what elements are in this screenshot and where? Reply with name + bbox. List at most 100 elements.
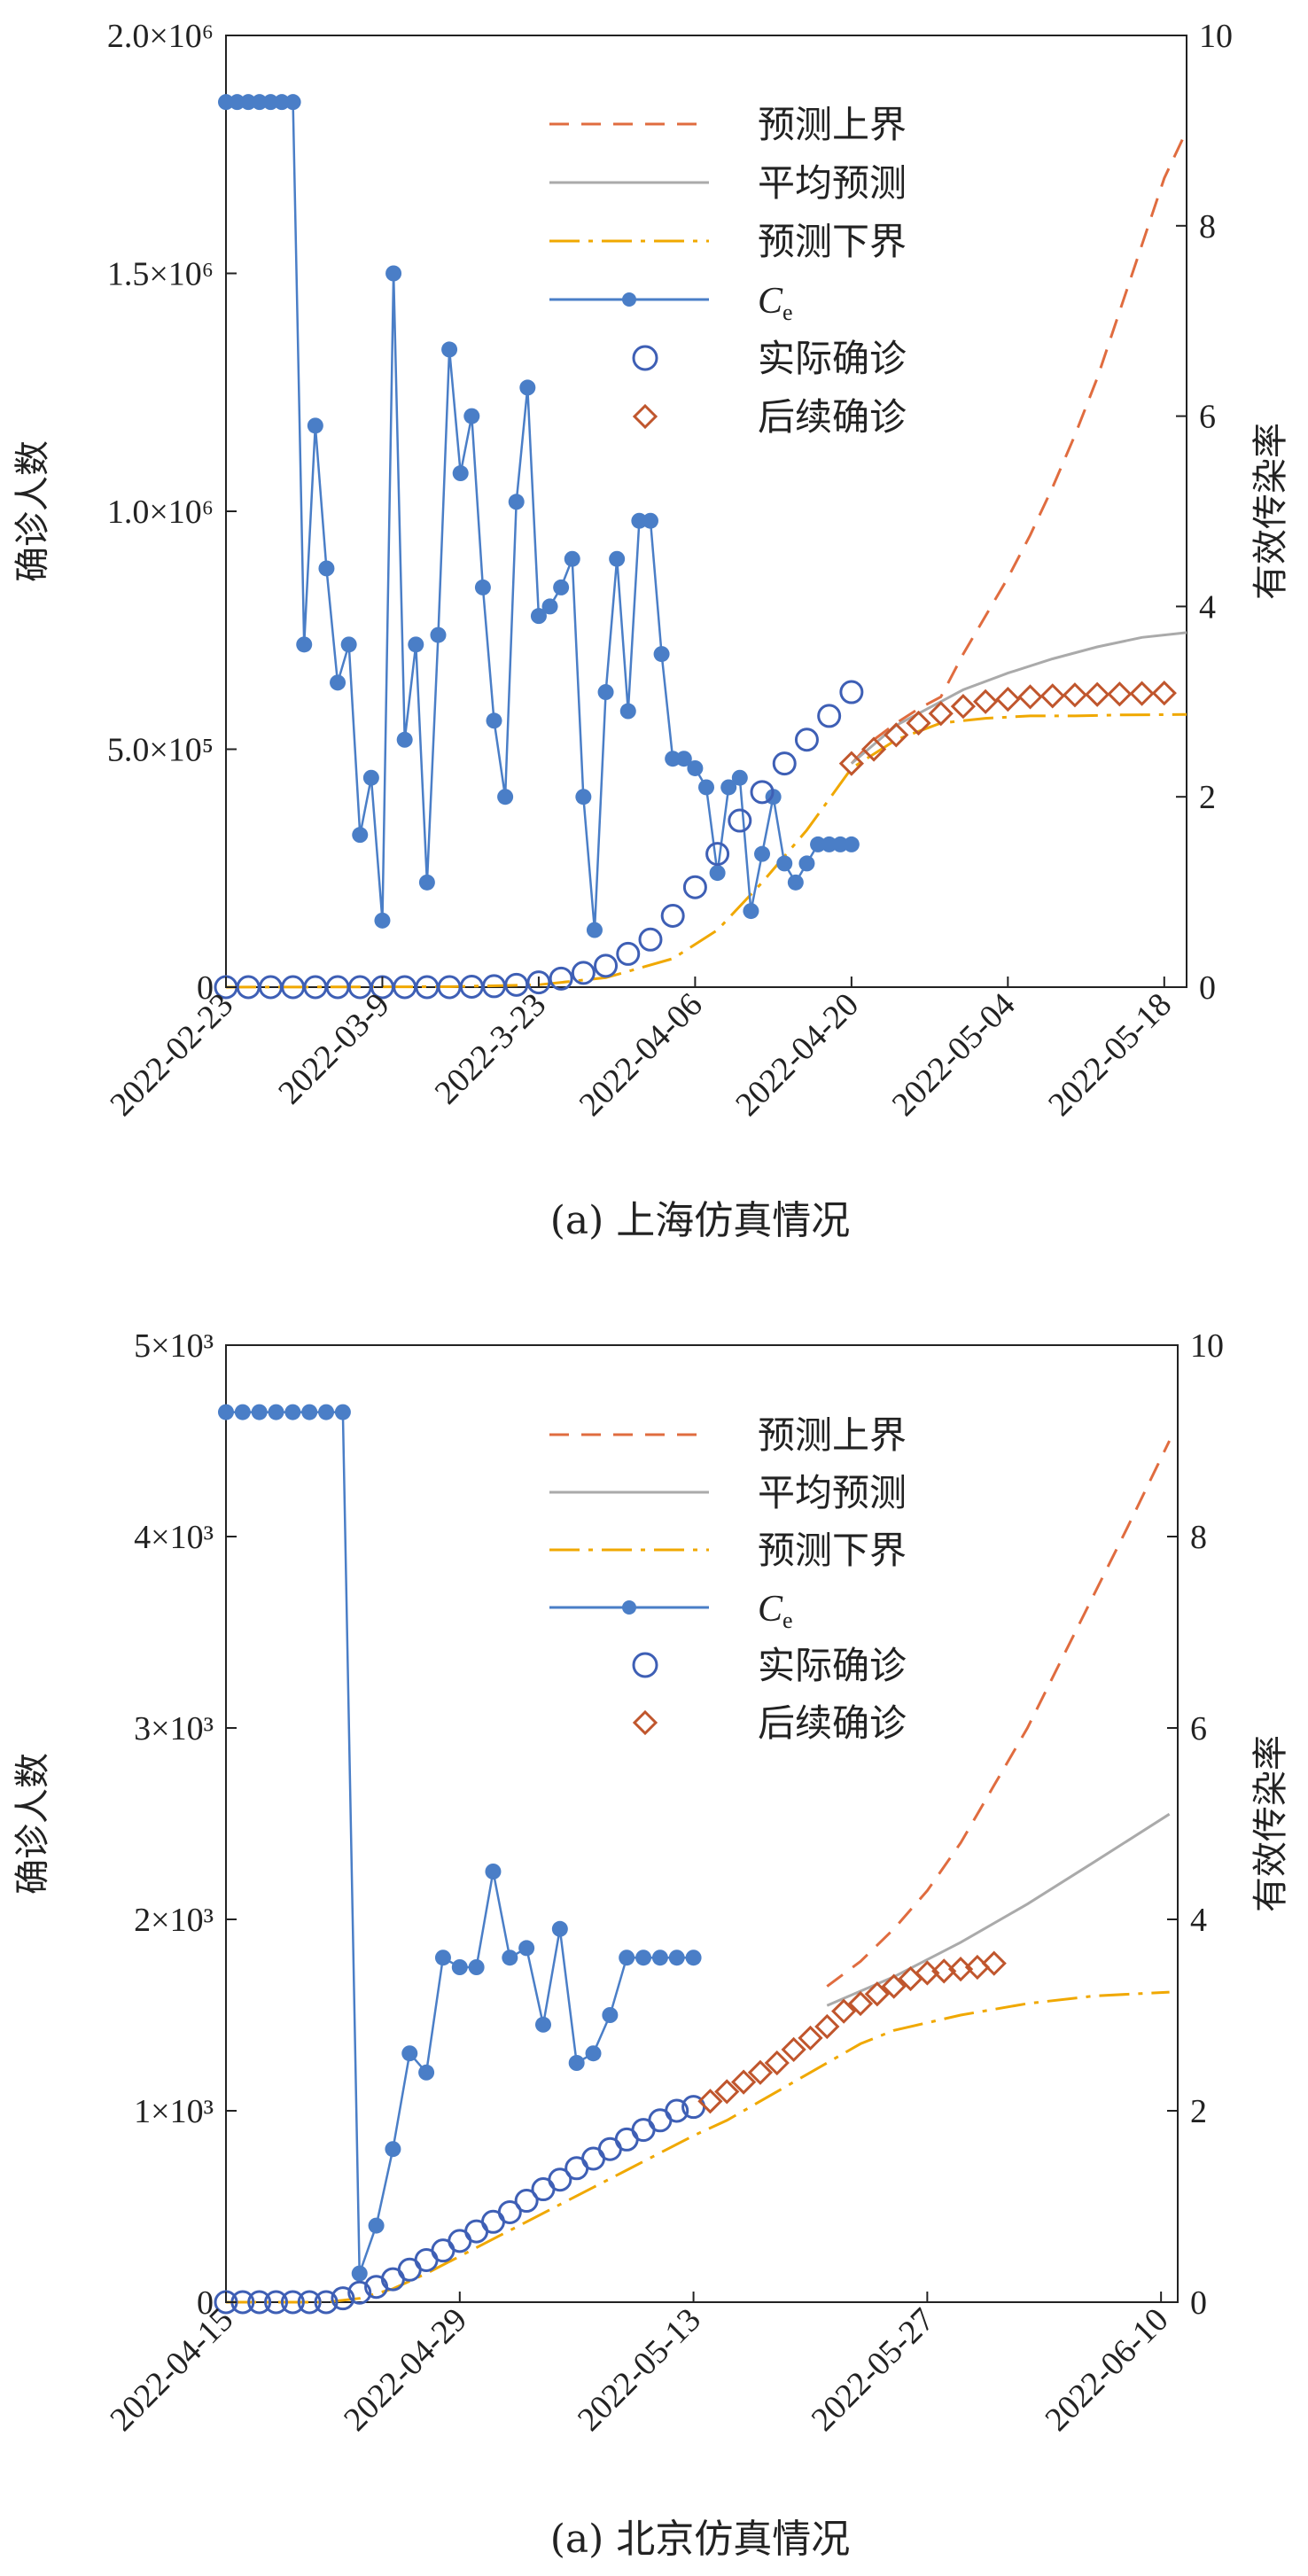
plot-frame	[225, 1344, 1179, 2303]
ce-point	[318, 560, 335, 577]
followup-confirmed-point	[1107, 681, 1133, 707]
legend: 预测上界 平均预测 预测下界 Ce 实际确诊 后续确诊	[549, 103, 907, 439]
ce-point	[351, 2265, 368, 2282]
followup-confirmed-point	[972, 689, 999, 714]
followup-confirmed-point	[1085, 681, 1110, 707]
series-ce-line	[226, 1411, 694, 2275]
y-axis-left-title: 确诊人数	[12, 440, 53, 582]
ce-point	[810, 836, 827, 852]
ce-point	[274, 94, 291, 111]
legend-ce-marker	[622, 292, 636, 307]
y-right-tick-label: 4	[1190, 1902, 1207, 1939]
ce-point	[743, 903, 759, 920]
ce-point	[251, 94, 268, 111]
ce-point	[508, 494, 525, 510]
ce-point	[296, 636, 313, 653]
ce-point	[497, 789, 514, 805]
ce-point	[218, 1404, 234, 1420]
legend-actual-label: 实际确诊	[758, 1644, 907, 1687]
ce-point	[798, 855, 815, 872]
ce-point	[463, 408, 480, 424]
actual-confirmed-point	[594, 953, 619, 978]
ce-point	[519, 379, 536, 396]
followup-confirmed-point	[950, 694, 977, 720]
y-right-tick-label: 10	[1190, 1327, 1224, 1365]
series-lower-bound-line	[226, 1990, 1170, 2304]
actual-confirmed-point	[728, 808, 752, 833]
chart-shanghai: 0 5.0×10⁵ 1.0×10⁶ 1.5×10⁶ 2.0×10⁶ 0 2 4 6 8 10 2022…	[12, 18, 1291, 1243]
y-left-tick-label: 3×10³	[134, 1710, 214, 1747]
ce-point	[396, 731, 413, 748]
ce-point	[541, 598, 558, 615]
y-left-tick-label: 0	[197, 2284, 214, 2322]
y-left-tick-label: 0	[197, 969, 214, 1007]
x-tick-label: 2022-04-15	[103, 2301, 240, 2439]
followup-confirmed-point	[928, 701, 954, 727]
x-tick-label: 2022-06-10	[1038, 2301, 1175, 2439]
y-left-tick-label: 4×10³	[134, 1519, 214, 1556]
legend-ce-marker	[622, 1600, 636, 1615]
ce-point	[418, 2064, 435, 2081]
y-right-tick-label: 2	[1199, 779, 1216, 816]
followup-confirmed-point	[881, 1973, 907, 1999]
y-left-tick-label: 2×10³	[134, 1902, 214, 1939]
series-upper-bound-line	[826, 1440, 1171, 1988]
followup-confirmed-point	[1039, 683, 1065, 709]
ce-point	[385, 265, 402, 282]
ce-point	[268, 1404, 284, 1420]
ce-point	[240, 94, 257, 111]
y-left-tick-label: 5×10³	[134, 1327, 214, 1365]
ce-point	[635, 1950, 652, 1966]
ce-point	[832, 836, 849, 852]
followup-confirmed-point	[906, 710, 931, 736]
ce-point	[642, 512, 658, 529]
y-right-tick-label: 0	[1199, 969, 1216, 1007]
x-tick-label: 2022-02-23	[103, 986, 240, 1124]
legend-upper-label: 预测上界	[758, 103, 907, 146]
ce-point	[651, 1950, 668, 1966]
followup-confirmed-point	[697, 2089, 723, 2114]
chart-caption: (a) 上海仿真情况	[550, 1198, 851, 1243]
ce-point	[602, 2007, 619, 2023]
legend-lower-label: 预测下界	[758, 220, 907, 263]
x-tick-label: 2022-04-20	[728, 986, 866, 1124]
legend-mean-label: 平均预测	[758, 1471, 907, 1514]
ce-point	[709, 865, 726, 882]
ce-point	[619, 1950, 635, 1966]
legend-ce-label: Ce	[758, 1589, 793, 1633]
series-mean-prediction-line	[850, 631, 1187, 765]
actual-confirmed-point	[794, 728, 819, 752]
y-left-tick-label: 1.0×10⁶	[107, 494, 214, 531]
legend-mean-label: 平均预测	[758, 161, 907, 205]
followup-confirmed-point	[831, 1998, 857, 2024]
ce-point	[468, 1959, 485, 1975]
y-right-tick-label: 6	[1199, 399, 1216, 436]
ce-point	[687, 759, 704, 776]
y-axis-left-title: 确诊人数	[12, 1753, 53, 1895]
ce-point	[518, 1940, 535, 1957]
followup-confirmed-point	[764, 2050, 790, 2076]
ce-point	[668, 1950, 685, 1966]
actual-confirmed-point	[297, 2290, 322, 2315]
followup-confirmed-point	[981, 1950, 1007, 1976]
actual-confirmed-point	[549, 966, 573, 991]
ce-point	[334, 1404, 351, 1420]
actual-confirmed-point	[638, 927, 663, 952]
ce-point	[452, 465, 469, 482]
y-right-tick-label: 0	[1190, 2284, 1207, 2322]
x-tick-label: 2022-05-13	[571, 2301, 708, 2439]
actual-confirmed-point	[817, 704, 842, 728]
ce-point	[502, 1950, 518, 1966]
series-mean-prediction-line	[826, 1812, 1171, 2007]
x-tick-label: 2022-05-04	[885, 986, 1023, 1124]
ce-point	[553, 579, 570, 595]
legend-followup-label: 后续确诊	[758, 395, 907, 439]
legend-upper-label: 预测上界	[758, 1413, 907, 1457]
ce-point	[720, 779, 737, 796]
ce-point	[843, 836, 860, 852]
y-axis-right-title: 有效传染率	[1250, 1735, 1291, 1912]
actual-confirmed-point	[347, 2280, 372, 2305]
ce-point	[318, 1404, 335, 1420]
followup-confirmed-point	[884, 722, 909, 748]
